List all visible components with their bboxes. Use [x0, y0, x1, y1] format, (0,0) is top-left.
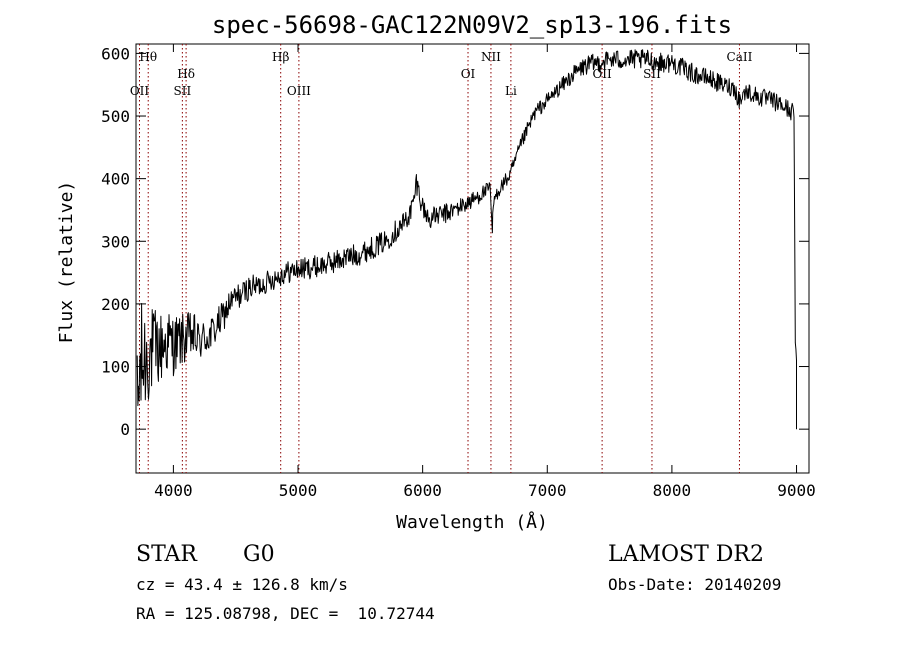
y-tick-label: 0: [120, 420, 130, 439]
y-axis: 0 100 200 300 400 500 600: [101, 44, 809, 439]
line-label: OII: [130, 84, 150, 98]
survey-name: LAMOST DR2: [608, 542, 764, 567]
x-axis-label: Wavelength (Å): [396, 511, 548, 533]
object-type: STAR: [136, 542, 198, 567]
line-label: CaII: [727, 50, 753, 64]
spectrum-series: [136, 49, 797, 430]
line-label: OI: [461, 67, 476, 81]
x-tick-label: 5000: [279, 481, 318, 500]
coordinates: RA = 125.08798, DEC = 10.72744: [136, 604, 435, 623]
spectral-line-markers: Hθ OII Hδ SII Hβ OIII OI NII Li OII SII CaII: [130, 44, 753, 473]
line-label: SII: [643, 67, 661, 81]
x-tick-label: 4000: [154, 481, 193, 500]
x-tick-label: 8000: [653, 481, 692, 500]
y-tick-label: 400: [101, 170, 130, 189]
plot-frame: [135, 43, 810, 474]
line-label: Hθ: [139, 50, 157, 64]
line-label: Hδ: [177, 67, 195, 81]
y-axis-label: Flux (relative): [56, 181, 77, 344]
x-tick-label: 9000: [777, 481, 816, 500]
y-tick-label: 600: [101, 44, 130, 63]
x-tick-label: 6000: [403, 481, 442, 500]
y-tick-label: 500: [101, 107, 130, 126]
y-tick-label: 100: [101, 358, 130, 377]
line-label: OII: [592, 67, 612, 81]
x-axis: 4000 5000 6000 7000 8000 9000: [154, 44, 816, 500]
line-label: OIII: [287, 84, 311, 98]
chart-title: spec-56698-GAC122N09V2_sp13-196.fits: [212, 11, 732, 39]
line-label: SII: [174, 84, 192, 98]
spectral-subclass: G0: [243, 542, 275, 567]
line-label: Hβ: [272, 50, 289, 64]
y-tick-label: 200: [101, 295, 130, 314]
line-label: Li: [505, 84, 517, 98]
observation-date: Obs-Date: 20140209: [608, 575, 781, 594]
y-tick-label: 300: [101, 232, 130, 251]
spectrum-line: [136, 49, 797, 430]
x-tick-label: 7000: [528, 481, 567, 500]
redshift-cz: cz = 43.4 ± 126.8 km/s: [136, 575, 348, 594]
line-label: NII: [481, 50, 501, 64]
